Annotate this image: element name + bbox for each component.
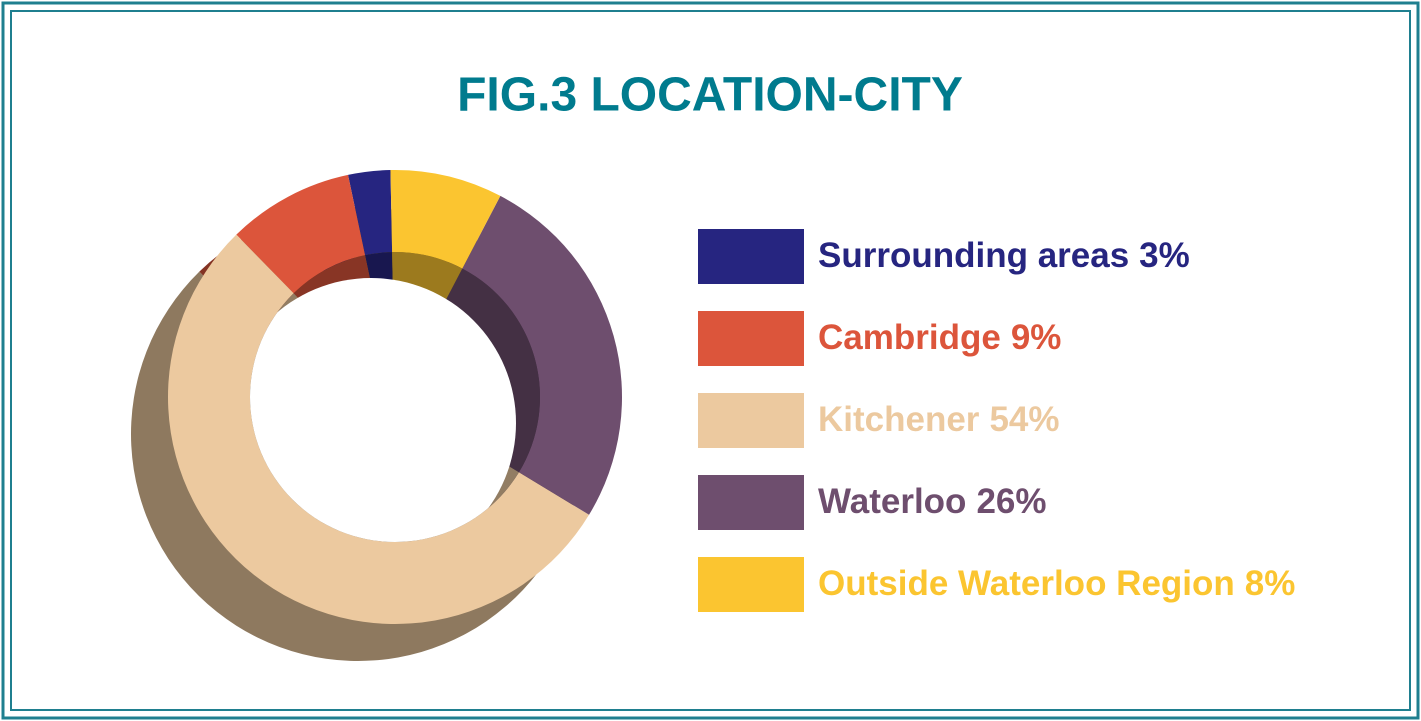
legend-name: Surrounding areas: [818, 236, 1129, 275]
legend-name: Waterloo: [818, 482, 966, 521]
slice: [168, 234, 590, 624]
donut-hole: [250, 278, 516, 542]
legend-name: Outside Waterloo Region: [818, 564, 1235, 603]
slice: [236, 174, 365, 294]
legend-value: 8%: [1245, 564, 1296, 603]
legend-value: 54%: [989, 400, 1059, 439]
slice: [462, 195, 622, 515]
legend-label: Cambridge 9%: [818, 318, 1061, 357]
legend-swatch: [698, 475, 804, 530]
slice: [390, 169, 501, 269]
legend-swatch: [698, 229, 804, 284]
legend-label: Waterloo 26%: [818, 482, 1047, 521]
legend-value: 26%: [976, 482, 1046, 521]
legend-name: Kitchener: [818, 400, 980, 439]
legend-value: 3%: [1139, 236, 1190, 275]
legend: Surrounding areas 3% Cambridge 9% Kitchener 5…: [698, 229, 1295, 612]
legend-swatch: [698, 557, 804, 612]
legend-label: Outside Waterloo Region 8%: [818, 564, 1295, 603]
legend-label: Surrounding areas 3%: [818, 236, 1190, 275]
legend-label: Kitchener 54%: [818, 400, 1060, 439]
legend-name: Cambridge: [818, 318, 1001, 357]
inner-frame: [10, 10, 1411, 711]
donut-top: [168, 169, 622, 624]
legend-value: 9%: [1011, 318, 1062, 357]
donut-inner: [250, 252, 540, 542]
chart-title: FIG.3 LOCATION-CITY: [457, 69, 963, 122]
slice: [348, 170, 393, 256]
legend-swatch: [698, 311, 804, 366]
legend-swatch: [698, 393, 804, 448]
